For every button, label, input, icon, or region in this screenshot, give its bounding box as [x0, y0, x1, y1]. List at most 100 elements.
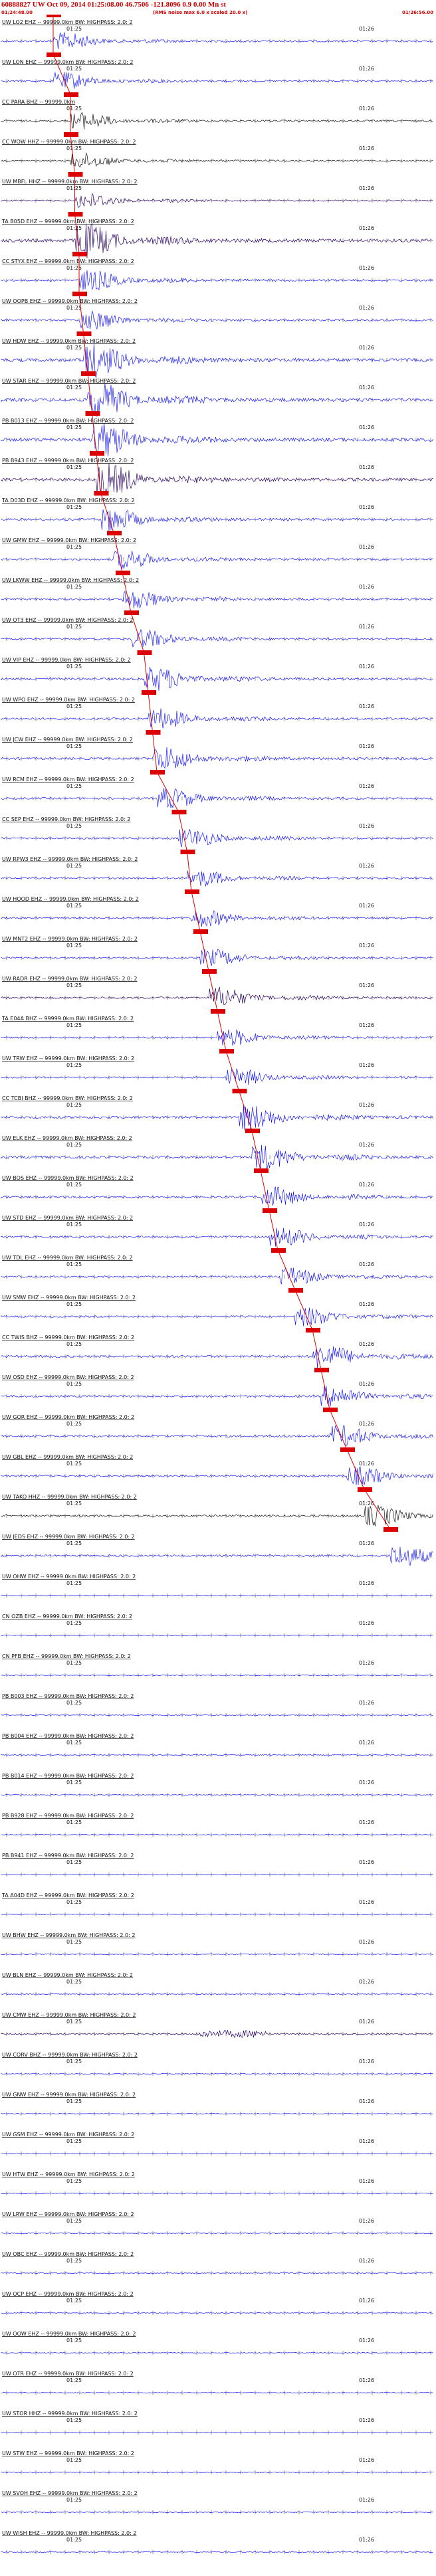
tick-label: 01:26 [359, 1222, 374, 1228]
tick-label: 01:25 [66, 265, 82, 271]
tick-label: 01:26 [359, 26, 374, 32]
tick-label: 01:25 [66, 345, 82, 351]
tick-label: 01:25 [66, 1899, 82, 1905]
trace-label: UW OOPB EHZ -- 99999.0km BW: HIGHPASS: 2… [2, 298, 138, 304]
p-pick-marker [68, 212, 83, 217]
waveform-trace [1, 193, 433, 208]
trace-label: CC SEP EHZ -- 99999.0km BW: HIGHPASS: 2.… [2, 816, 130, 822]
tick-label: 01:26 [359, 1819, 374, 1825]
waveform-trace [1, 270, 433, 290]
waveform-trace [1, 1145, 433, 1170]
tick-label: 01:26 [359, 1261, 374, 1267]
trace-label: UW HDW EHZ -- 99999.0km BW: HIGHPASS: 2.… [2, 338, 136, 344]
trace-label: UW TRW EHZ -- 99999.0km BW: HIGHPASS: 2.… [2, 1056, 134, 1061]
tick-label: 01:25 [66, 2377, 82, 2383]
tick-label: 01:26 [359, 2019, 374, 2025]
tick-label: 01:26 [359, 1182, 374, 1188]
tick-label: 01:25 [66, 2059, 82, 2065]
trace-label: UW GMW EHZ -- 99999.0km BW: HIGHPASS: 2.… [2, 537, 136, 543]
tick-label: 01:25 [66, 863, 82, 869]
waveform-trace [1, 1504, 433, 1526]
trace-label: UW BLN EHZ -- 99999.0km BW: HIGHPASS: 2.… [2, 1972, 133, 1978]
tick-label: 01:25 [66, 783, 82, 789]
trace-label: UW OCP EHZ -- 99999.0km BW: HIGHPASS: 2.… [2, 2291, 134, 2297]
trace-label: PB B013 EHZ -- 99999.0km BW: HIGHPASS: 2… [2, 418, 134, 424]
tick-label: 01:26 [359, 1580, 374, 1586]
trace-label: UW CORV BHZ -- 99999.0km BW: HIGHPASS: 2… [2, 2052, 138, 2058]
waveform-trace [1, 1594, 433, 1597]
tick-label: 01:25 [66, 225, 82, 231]
tick-label: 01:25 [66, 1421, 82, 1427]
tick-label: 01:26 [359, 2258, 374, 2264]
p-pick-marker [288, 1288, 303, 1293]
tick-label: 01:25 [66, 2258, 82, 2264]
tick-label: 01:25 [66, 1780, 82, 1786]
trace-label: UW VIP EHZ -- 99999.0km BW: HIGHPASS: 2.… [2, 657, 131, 663]
tick-label: 01:26 [359, 185, 374, 191]
tick-label: 01:26 [359, 265, 374, 271]
p-pick-marker [146, 730, 161, 735]
p-pick-marker [358, 1487, 372, 1492]
tick-label: 01:25 [66, 1381, 82, 1387]
p-pick-marker [90, 451, 104, 456]
trace-label: TA D03D EHZ -- 99999.0km BW: HIGHPASS: 2… [1, 498, 135, 504]
tick-label: 01:26 [359, 2098, 374, 2104]
p-pick-marker [185, 889, 199, 894]
tick-label: 01:26 [359, 2497, 374, 2503]
waveform-trace [1, 2431, 433, 2434]
trace-label: UW BOS EHZ -- 99999.0km BW: HIGHPASS: 2.… [2, 1175, 134, 1181]
tick-label: 01:26 [359, 1899, 374, 1905]
p-pick-marker [306, 1328, 320, 1333]
waveform-trace [1, 72, 433, 89]
trace-label: UW BHW EHZ -- 99999.0km BW: HIGHPASS: 2.… [2, 1932, 135, 1938]
waveform-trace [1, 1794, 433, 1796]
waveform-trace [1, 1754, 433, 1756]
tick-label: 01:26 [359, 863, 374, 869]
plot-title: 60888827 UW Oct 09, 2014 01:25:08.00 46.… [1, 1, 227, 9]
tick-label: 01:26 [359, 943, 374, 949]
trace-label: UW OTR EHZ -- 99999.0km BW: HIGHPASS: 2.… [2, 2371, 134, 2377]
waveform-trace [1, 2272, 433, 2274]
tick-label: 01:25 [66, 943, 82, 949]
p-pick-marker [383, 1527, 398, 1532]
tick-label: 01:25 [66, 1939, 82, 1945]
tick-label: 01:25 [66, 106, 82, 112]
waveform-trace [1, 2351, 433, 2354]
tick-label: 01:26 [359, 743, 374, 749]
tick-label: 01:26 [359, 106, 374, 112]
waveform-trace [1, 1029, 433, 1046]
waveform-trace [1, 628, 433, 648]
waveform-trace [1, 590, 433, 608]
tick-label: 01:25 [66, 1301, 82, 1307]
trace-label: UW ELK EHZ -- 99999.0km BW: HIGHPASS: 2.… [2, 1135, 132, 1141]
waveform-trace [1, 1993, 433, 1995]
p-pick-marker [72, 292, 87, 296]
waveform-trace [1, 870, 433, 887]
tick-label: 01:26 [359, 145, 374, 151]
tick-label: 01:25 [66, 1979, 82, 1985]
p-pick-marker [150, 770, 165, 775]
waveform-trace [1, 708, 433, 729]
tick-label: 01:26 [359, 1142, 374, 1148]
tick-label: 01:26 [359, 1859, 374, 1865]
tick-label: 01:25 [66, 464, 82, 470]
tick-label: 01:26 [359, 1620, 374, 1626]
tick-label: 01:26 [359, 1979, 374, 1985]
tick-label: 01:26 [359, 305, 374, 311]
trace-label: TA A04D EHZ -- 99999.0km BW: HIGHPASS: 2… [1, 1892, 134, 1898]
seismogram-plot: UW LO2 EHZ -- 99999.0km BW: HIGHPASS: 2.… [1, 15, 433, 2554]
trace-label: UW HOOD EHZ -- 99999.0km BW: HIGHPASS: 2… [2, 896, 139, 902]
waveform-trace [1, 1386, 433, 1407]
tick-label: 01:25 [66, 624, 82, 630]
waveform-trace [1, 1546, 433, 1566]
waveform-trace [1, 112, 433, 130]
waveform-trace [1, 223, 433, 258]
waveform-trace [1, 463, 433, 494]
tick-label: 01:26 [359, 982, 374, 988]
tick-label: 01:26 [359, 1062, 374, 1068]
tick-label: 01:25 [66, 1022, 82, 1028]
trace-label: CN OZB EHZ -- 99999.0km BW: HIGHPASS: 2.… [2, 1613, 132, 1619]
tick-label: 01:26 [359, 2417, 374, 2423]
waveform-trace [1, 1105, 433, 1131]
tick-label: 01:25 [66, 1819, 82, 1825]
